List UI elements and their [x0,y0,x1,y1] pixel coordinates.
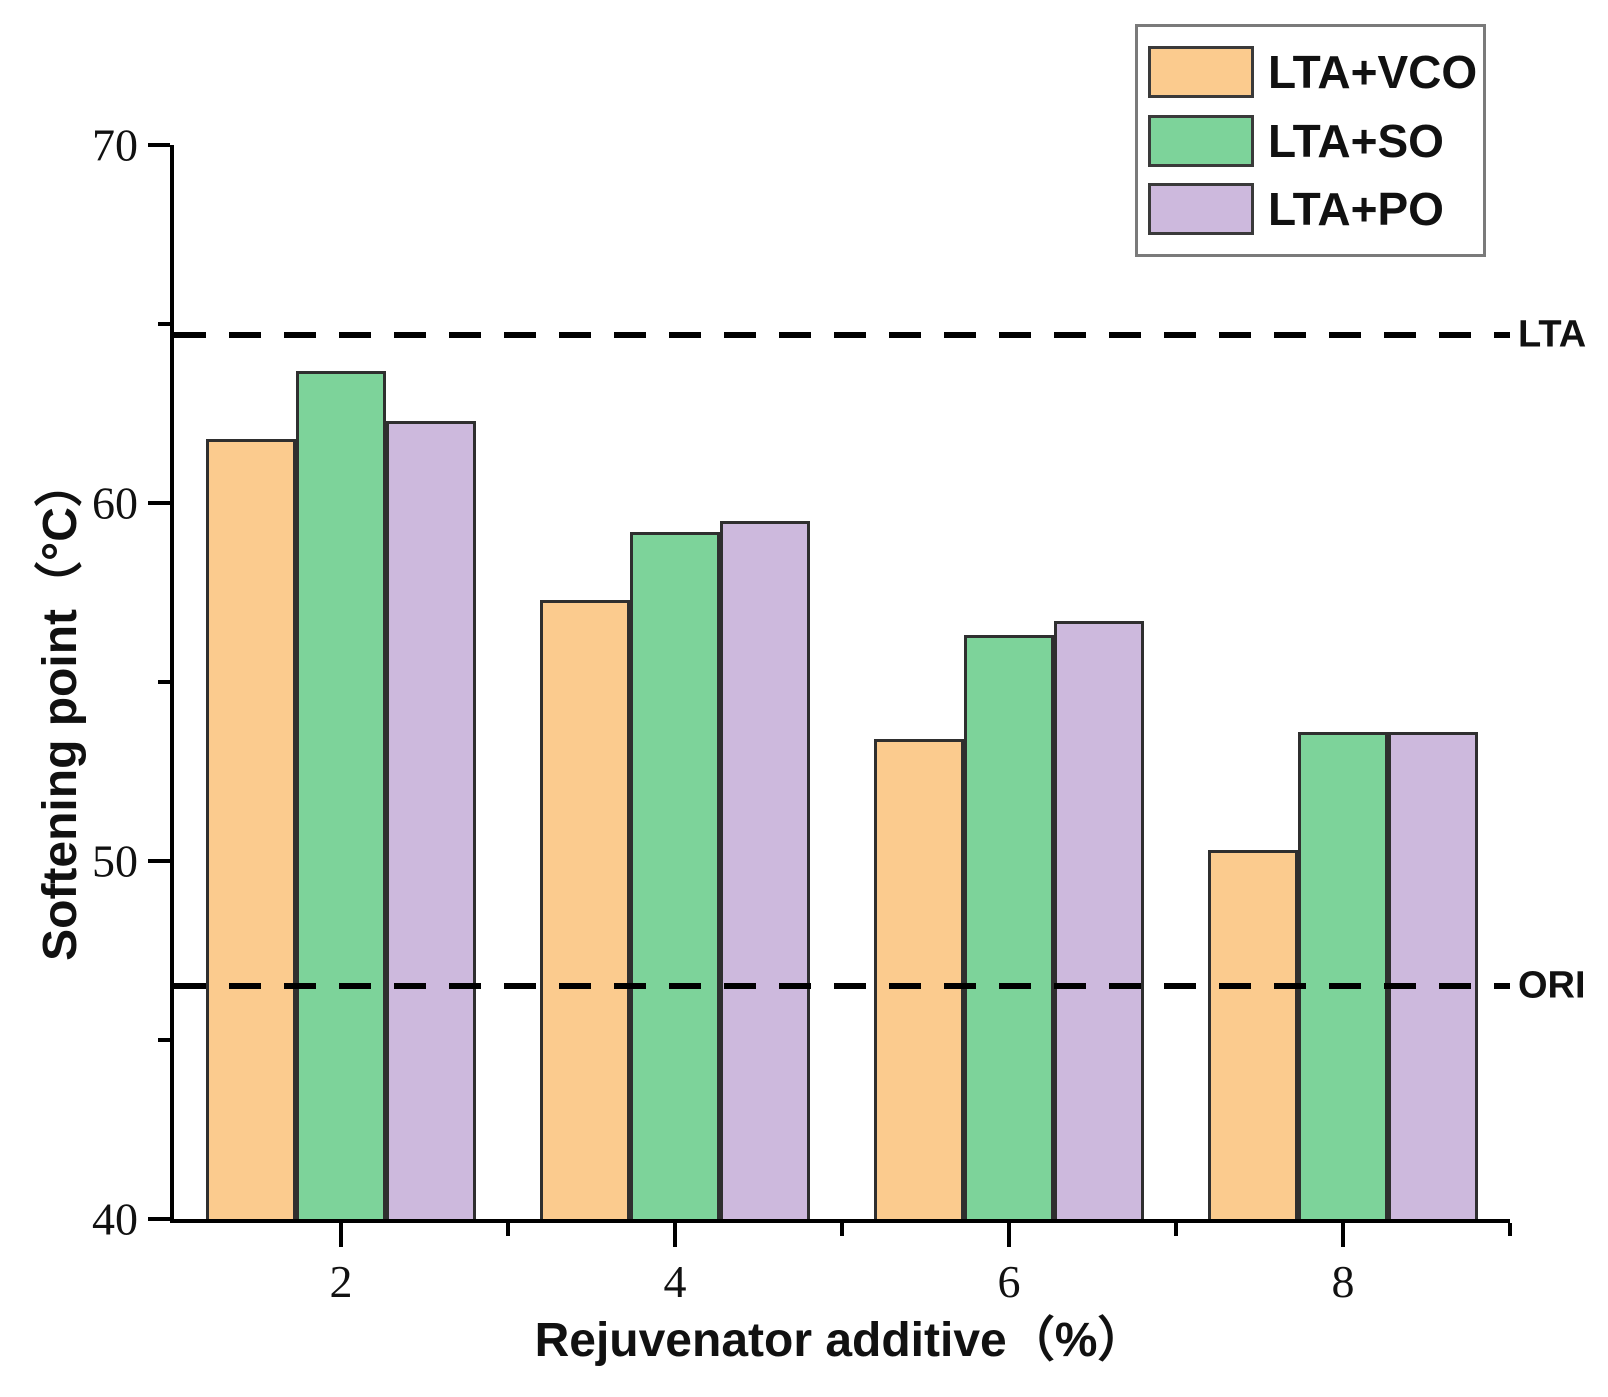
x-major-tick [1341,1223,1345,1247]
y-major-tick [148,143,170,147]
bar-lta-vco-x8 [1208,850,1298,1219]
legend-swatch-vco [1148,46,1254,99]
x-axis-title: Rejuvenator additive（%） [534,1314,1146,1367]
x-major-tick [1007,1223,1011,1247]
bar-lta-so-x2 [296,370,386,1219]
y-major-tick [148,859,170,863]
x-major-tick [673,1223,677,1247]
y-tick-label: 70 [92,119,138,171]
x-tick-label: 2 [329,1256,353,1307]
y-axis-title: Softening point（°C） [34,459,87,961]
x-minor-tick [1508,1223,1512,1236]
x-minor-tick [506,1223,510,1236]
bar-lta-po-x6 [1054,621,1144,1219]
bar-lta-vco-x6 [874,739,964,1219]
legend-row: LTA+SO [1148,114,1483,168]
bar-lta-so-x4 [630,531,720,1219]
x-tick-label: 4 [663,1256,687,1307]
y-tick-label: 60 [92,477,138,529]
x-minor-tick [840,1223,844,1236]
ref-line-label-lta: LTA [1518,313,1587,356]
x-tick-label: 6 [997,1256,1021,1307]
x-major-tick [339,1223,343,1247]
legend-swatch-po [1148,182,1254,235]
bar-lta-vco-x4 [540,599,630,1219]
bar-lta-so-x6 [964,635,1054,1219]
legend: LTA+VCO LTA+SO LTA+PO [1135,24,1486,257]
ref-line-lta [174,331,1510,338]
legend-row: LTA+PO [1148,182,1483,236]
x-minor-tick [1174,1223,1178,1236]
y-major-tick [148,1217,170,1221]
y-tick-label: 40 [92,1193,138,1245]
legend-row: LTA+VCO [1148,45,1483,99]
y-major-tick [148,501,170,505]
bar-lta-po-x4 [720,520,810,1219]
ref-line-label-ori: ORI [1518,964,1586,1007]
y-tick-label: 50 [92,835,138,887]
legend-swatch-so [1148,114,1254,167]
legend-label-so: LTA+SO [1268,114,1444,167]
legend-label-po: LTA+PO [1268,182,1444,235]
legend-label-vco: LTA+VCO [1268,46,1478,99]
bar-lta-po-x2 [386,420,476,1219]
plot-area: 70 60 50 40 2 4 6 8 LTA ORI [92,120,1586,1308]
y-minor-tick [158,680,170,684]
ref-line-ori [174,983,1510,990]
bar-lta-vco-x2 [206,438,296,1219]
x-tick-label: 8 [1331,1256,1355,1307]
bar-lta-po-x8 [1388,732,1478,1219]
y-minor-tick [158,1038,170,1042]
bar-lta-so-x8 [1298,732,1388,1219]
y-minor-tick [158,322,170,326]
